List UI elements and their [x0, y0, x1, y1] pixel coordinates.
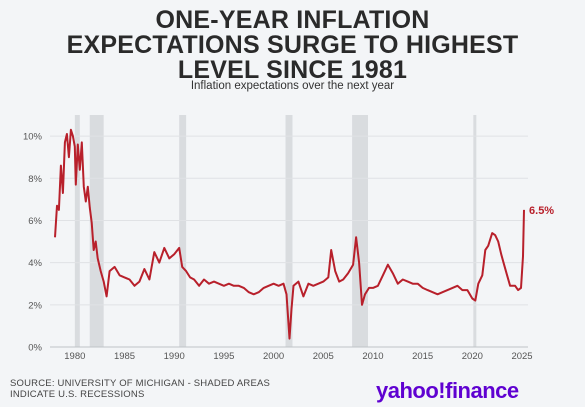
recession-band-3 [285, 115, 293, 347]
y-tick-label: 8% [28, 174, 42, 185]
recession-band-1 [89, 115, 104, 347]
recession-band-2 [179, 115, 187, 347]
yahoo-finance-logo: yahoo!finance [376, 378, 519, 403]
x-tick-label: 1995 [213, 351, 234, 362]
recession-bands [74, 115, 477, 347]
x-tick-label: 2000 [263, 351, 284, 362]
x-tick-label: 2015 [412, 351, 433, 362]
y-tick-label: 0% [28, 343, 42, 354]
x-tick-label: 2010 [362, 351, 383, 362]
chart-subtitle: Inflation expectations over the next yea… [190, 80, 395, 92]
title-line-3: LEVEL SINCE 1981 [177, 56, 408, 84]
x-tick-label: 1990 [164, 351, 185, 362]
end-value-label: 6.5% [529, 205, 554, 217]
y-tick-label: 10% [23, 132, 43, 143]
gridlines [50, 135, 528, 348]
x-tick-label: 2020 [462, 351, 483, 362]
y-tick-label: 4% [28, 258, 42, 269]
x-tick-label: 1980 [64, 351, 85, 362]
series-line [54, 128, 525, 340]
chart-title: ONE-YEAR INFLATION EXPECTATIONS SURGE TO… [0, 8, 585, 83]
source-line-2: INDICATE U.S. RECESSIONS [10, 389, 145, 400]
x-tick-label: 2005 [313, 351, 334, 362]
source-line-1: SOURCE: UNIVERSITY OF MICHIGAN - SHADED … [10, 378, 271, 389]
recession-band-5 [473, 115, 477, 347]
y-tick-label: 2% [28, 300, 42, 311]
title-line-1: ONE-YEAR INFLATION [155, 6, 430, 34]
x-tick-label: 1985 [114, 351, 135, 362]
source-note: SOURCE: UNIVERSITY OF MICHIGAN - SHADED … [10, 378, 270, 400]
recession-band-4 [352, 115, 369, 347]
recession-band-0 [74, 115, 80, 347]
x-tick-label: 2025 [511, 351, 532, 362]
y-tick-label: 6% [28, 216, 42, 227]
y-axis-ticks: 0% 2% 4% 6% 8% 10% [23, 132, 43, 354]
title-line-2: EXPECTATIONS SURGE TO HIGHEST [66, 31, 519, 59]
x-axis-ticks: 1980 1985 1990 1995 2000 2005 2010 2015 2020 2025 [64, 351, 532, 362]
